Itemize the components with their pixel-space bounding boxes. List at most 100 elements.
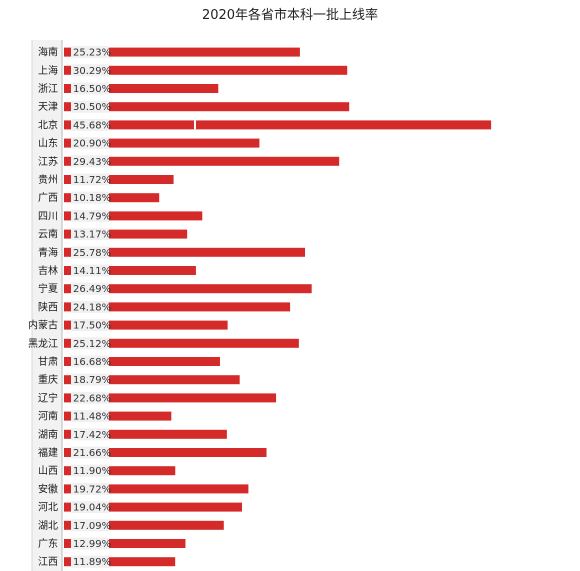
category-label: 四川 [38, 211, 58, 222]
value-label-background [71, 537, 109, 550]
bar [64, 466, 176, 476]
value-label-background [71, 137, 109, 150]
value-label: 14.11% [73, 266, 111, 277]
bar [64, 229, 188, 239]
category-label: 辽宁 [38, 391, 58, 404]
bar [64, 65, 348, 75]
bar [64, 429, 227, 439]
bar-notch [194, 120, 196, 130]
bar [64, 520, 224, 530]
bar [64, 284, 312, 294]
value-label: 11.89% [73, 557, 111, 568]
value-label-background [71, 519, 109, 532]
value-label: 19.72% [73, 484, 111, 495]
value-label-background [71, 482, 109, 495]
value-label: 25.23% [73, 48, 111, 59]
category-label: 河北 [38, 502, 58, 514]
value-label-background [71, 264, 109, 277]
value-label-background [71, 410, 109, 423]
category-label: 山东 [38, 137, 58, 150]
value-label: 17.42% [73, 430, 111, 441]
category-label: 青海 [38, 246, 58, 259]
value-label: 19.04% [73, 503, 111, 514]
bar [64, 120, 492, 130]
value-label: 24.18% [73, 302, 111, 313]
value-label: 30.50% [73, 102, 111, 113]
value-label: 25.12% [73, 339, 111, 350]
value-label-background [71, 428, 109, 441]
value-label-background [71, 228, 109, 241]
value-label-background [71, 282, 109, 295]
bar [64, 211, 203, 221]
bar [64, 502, 243, 512]
value-label: 12.99% [73, 539, 111, 550]
bars-group: 海南 25.23% 上海 30.29% 浙江 16.50% 天津 30.50% 北京 45.68%… [28, 46, 492, 568]
value-label: 45.68% [73, 120, 111, 131]
bar [64, 320, 228, 330]
value-label: 11.90% [73, 466, 111, 477]
category-label: 湖南 [38, 428, 58, 441]
category-label: 重庆 [38, 373, 58, 386]
value-label-background [71, 446, 109, 459]
bar [64, 557, 176, 567]
bar [64, 47, 300, 57]
value-label-background [71, 246, 109, 259]
value-label-background [71, 118, 109, 131]
value-label-background [71, 82, 109, 95]
category-label: 陕西 [38, 300, 58, 313]
category-label: 海南 [38, 46, 58, 59]
category-label: 北京 [38, 118, 58, 131]
bar [64, 156, 340, 166]
value-label-background [71, 501, 109, 514]
category-label: 江西 [38, 556, 58, 568]
category-label: 安徽 [38, 482, 58, 495]
bar [64, 193, 160, 203]
value-label: 17.50% [73, 321, 111, 332]
value-label-background [71, 173, 109, 186]
value-label: 17.09% [73, 521, 111, 532]
value-label: 29.43% [73, 157, 111, 168]
bar [64, 448, 267, 457]
bar [64, 338, 299, 348]
value-label-background [71, 319, 109, 332]
value-label-background [71, 100, 109, 113]
category-label: 云南 [38, 228, 58, 241]
chart-title: 2020年各省市本科一批上线率 [201, 8, 379, 23]
category-label: 山西 [38, 465, 58, 477]
bar [64, 102, 350, 112]
bar [64, 266, 196, 275]
value-label-background [71, 209, 109, 222]
value-label: 21.66% [73, 448, 111, 459]
value-label: 16.50% [73, 84, 111, 95]
value-label-background [71, 64, 109, 77]
bar [64, 84, 219, 93]
category-label: 宁夏 [38, 282, 58, 295]
category-label: 黑龙江 [28, 337, 58, 350]
bar [64, 484, 249, 494]
value-label-background [71, 555, 109, 568]
bar [64, 411, 172, 421]
value-label: 10.18% [73, 193, 111, 204]
value-label: 20.90% [73, 139, 111, 150]
value-label-background [71, 355, 109, 368]
value-label-background [71, 46, 109, 59]
bar [64, 175, 174, 184]
category-label: 江苏 [38, 155, 58, 168]
bar [64, 247, 306, 257]
bar [64, 357, 220, 366]
value-label: 25.78% [73, 248, 111, 259]
value-label: 26.49% [73, 284, 111, 295]
category-label: 河南 [38, 410, 58, 423]
value-label: 14.79% [73, 211, 111, 222]
category-label: 广东 [38, 537, 58, 550]
category-label: 湖北 [38, 520, 58, 532]
value-label-background [71, 191, 109, 204]
value-label-background [71, 373, 109, 386]
value-label: 30.29% [73, 66, 111, 77]
category-column-background [32, 40, 62, 571]
value-label: 11.72% [73, 175, 111, 186]
bar [64, 539, 186, 548]
value-label-background [71, 337, 109, 350]
value-label-background [71, 391, 109, 404]
